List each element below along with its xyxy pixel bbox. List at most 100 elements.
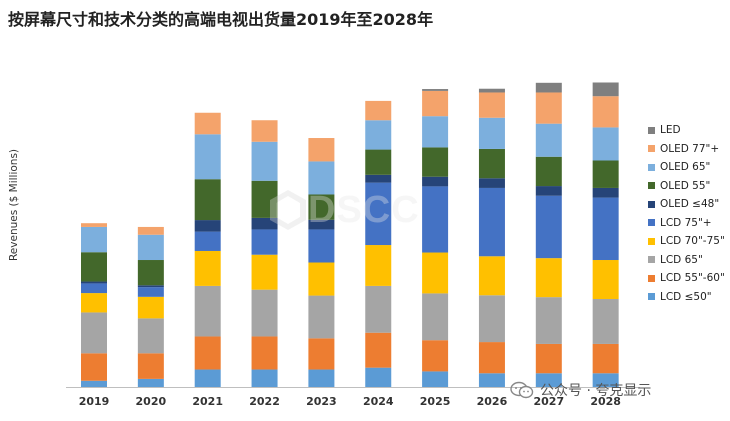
legend-entry: LCD 65" [648, 251, 728, 270]
bar-segment [251, 369, 278, 387]
legend-entry: LCD 75"+ [648, 214, 728, 233]
bar-segment [478, 117, 505, 149]
bar-segment [308, 219, 335, 230]
bar-segment [308, 262, 335, 296]
x-tick-label: 2020 [136, 395, 167, 408]
bar-segment [535, 123, 562, 157]
bar-segment [535, 186, 562, 196]
bar-segment [592, 187, 619, 198]
bar-segment [478, 92, 505, 118]
x-tick-label: 2028 [590, 395, 621, 408]
bar-segment [422, 293, 449, 341]
bar-segment [422, 176, 449, 187]
legend-entry: LCD ≤50" [648, 288, 728, 307]
legend-label: OLED 77"+ [660, 142, 720, 155]
bar-segment [194, 231, 221, 251]
bar-segment [251, 217, 278, 230]
legend-label: OLED ≤48" [660, 198, 720, 211]
bar-segment [308, 295, 335, 339]
legend-swatch [648, 237, 655, 245]
x-tick-label: 2027 [533, 395, 564, 408]
legend-entry: LCD 55"-60" [648, 269, 728, 288]
bar-segment [194, 220, 221, 232]
legend-swatch [648, 274, 655, 282]
x-tick-label: 2021 [192, 395, 223, 408]
bar-segment [81, 281, 107, 284]
bar-segment [365, 367, 392, 387]
bar-segment [137, 378, 164, 387]
legend-swatch [648, 163, 655, 171]
bar-segment [81, 353, 107, 381]
bar-segment [251, 229, 278, 255]
legend-entry: LED [648, 121, 728, 140]
bar-segment [365, 285, 392, 333]
bar-segment [137, 285, 164, 288]
legend-label: LCD 55"-60" [660, 272, 725, 285]
legend-entry: LCD 70"-75" [648, 232, 728, 251]
bar-segment [308, 369, 335, 387]
bar-segment [592, 160, 619, 188]
bar-segment [251, 180, 278, 218]
bar-segment [137, 353, 164, 379]
bar-segment [365, 100, 392, 121]
legend-entry: OLED 65" [648, 158, 728, 177]
bar-segment [194, 112, 221, 135]
bar-segment [81, 283, 107, 294]
bar-segment [251, 336, 278, 370]
bar-segment [137, 296, 164, 319]
legend-label: LED [660, 124, 681, 137]
bar-segment [478, 178, 505, 188]
bar-segment [478, 187, 505, 257]
legend-entry: OLED 55" [648, 177, 728, 196]
bar-segment [194, 250, 221, 286]
legend-swatch [648, 293, 655, 301]
bar-segment [308, 194, 335, 220]
legend-swatch [648, 256, 655, 264]
bar-segment [422, 371, 449, 387]
bar-segment [137, 318, 164, 354]
bar-segment [535, 82, 562, 93]
bar-segment [478, 148, 505, 179]
bar-segment [137, 226, 164, 235]
legend-entry: OLED 77"+ [648, 140, 728, 159]
bar-segment [308, 161, 335, 195]
bar-segment [478, 256, 505, 296]
legend-swatch [648, 219, 655, 227]
bar-segment [365, 245, 392, 286]
bar-segment [251, 289, 278, 337]
chart-title: 按屏幕尺寸和技术分类的高端电视出货量2019年至2028年 [8, 10, 434, 29]
bar-segment [308, 338, 335, 370]
legend-label: LCD 70"-75" [660, 235, 725, 248]
bar-segment [422, 252, 449, 294]
footer-text: 公众号 · 夸克显示 [540, 383, 652, 399]
bar-segment [251, 141, 278, 181]
bar-segment [478, 373, 505, 387]
bar-segment [81, 312, 107, 354]
legend-label: LCD 65" [660, 253, 703, 266]
y-axis-label: Revenues ($ Millions) [8, 148, 20, 262]
bar-segment [251, 120, 278, 142]
bar-segment [137, 234, 164, 261]
bar-segment [365, 120, 392, 150]
bar-segment [592, 260, 619, 300]
bar-segment [422, 147, 449, 177]
bar-segment [535, 156, 562, 187]
bar-segment [81, 293, 107, 313]
legend-label: OLED 55" [660, 179, 711, 192]
bar-segment [422, 186, 449, 253]
bar-segment [422, 90, 449, 117]
bar-segment [365, 174, 392, 183]
legend-label: LCD ≤50" [660, 290, 712, 303]
bar-segment [365, 332, 392, 368]
bar-segment [422, 340, 449, 372]
bar-segment [365, 182, 392, 246]
legend-swatch [648, 126, 655, 134]
bar-segment [251, 254, 278, 290]
legend-swatch [648, 145, 655, 153]
bar-segment [478, 342, 505, 374]
bar-segment [592, 299, 619, 344]
legend-label: LCD 75"+ [660, 216, 712, 229]
bar-segment [194, 179, 221, 221]
legend-entry: OLED ≤48" [648, 195, 728, 214]
